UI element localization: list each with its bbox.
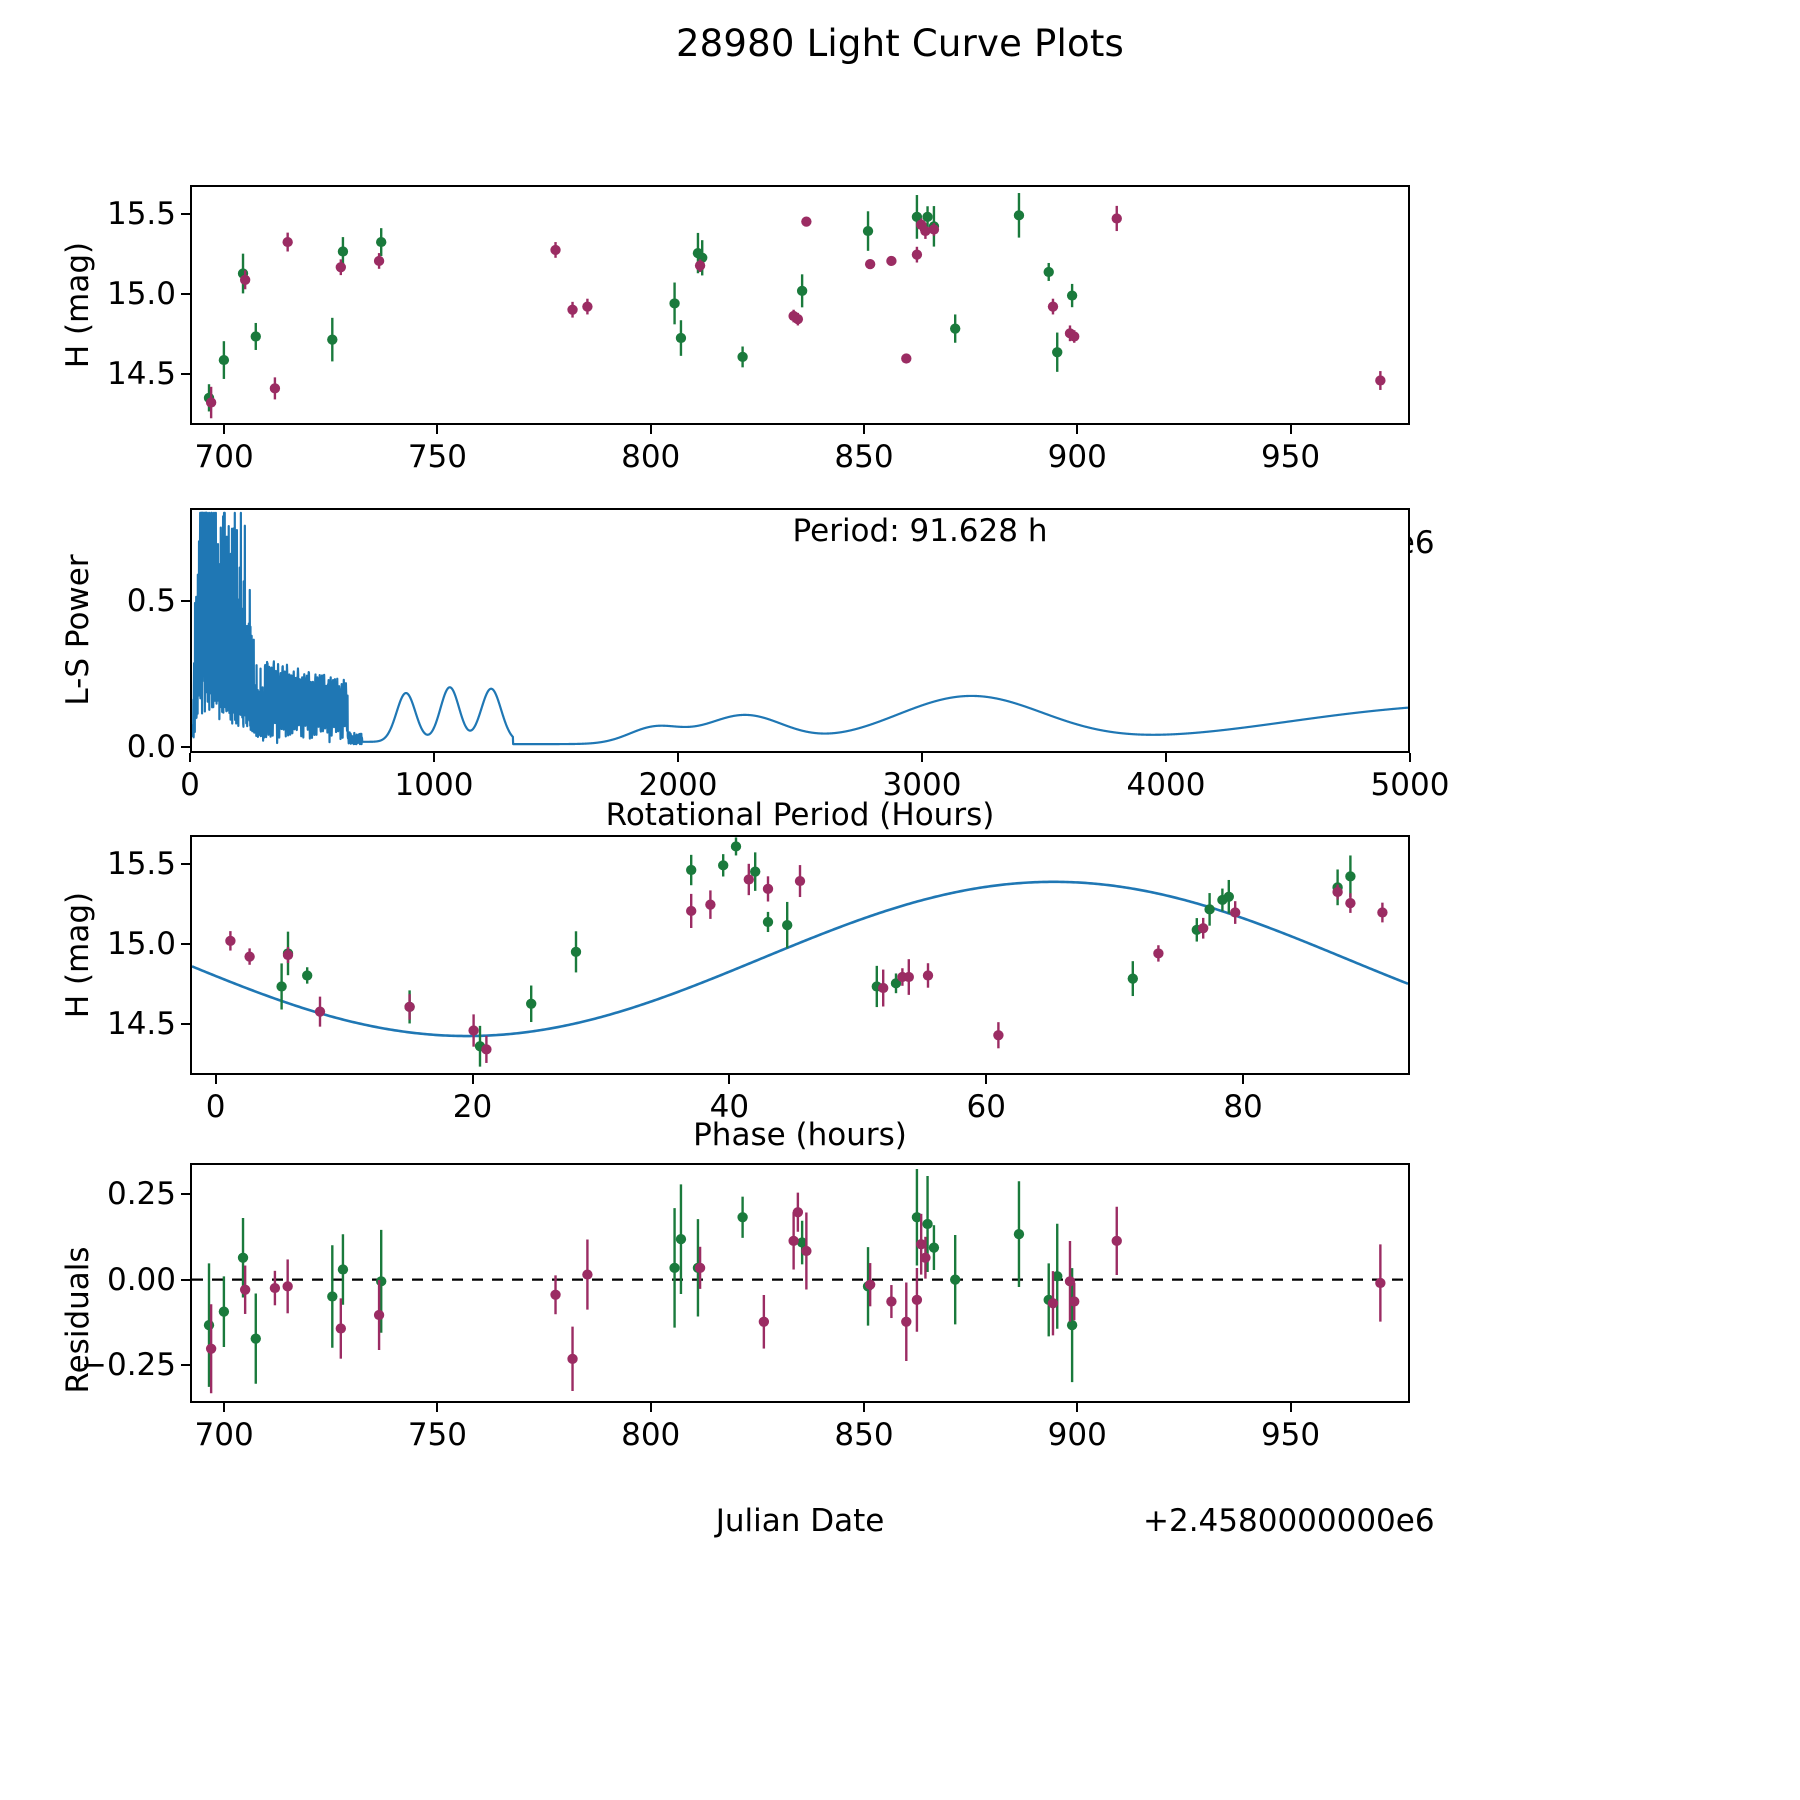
- y-tick: [181, 1278, 190, 1281]
- y-tick: [181, 942, 190, 945]
- x-tick-label: 750: [407, 439, 467, 475]
- x-tick: [862, 425, 865, 434]
- x-tick-label: 800: [621, 439, 681, 475]
- y-tick: [181, 1192, 190, 1195]
- x-tick-label: 3000: [882, 767, 962, 803]
- y-tick-label: 0.25: [106, 1175, 176, 1212]
- x-tick: [649, 425, 652, 434]
- x-tick: [436, 425, 439, 434]
- periodogram-plot-area: [192, 510, 1408, 751]
- y-tick-label: 15.0: [106, 275, 176, 312]
- y-tick: [181, 862, 190, 865]
- y-tick: [181, 600, 190, 603]
- x-tick: [223, 1403, 226, 1412]
- x-tick: [1409, 753, 1411, 762]
- residuals-ylabel: Residuals: [60, 1246, 96, 1394]
- panel-residuals: [190, 1163, 1410, 1403]
- x-tick: [728, 1075, 731, 1084]
- page-title: 28980 Light Curve Plots: [675, 22, 1125, 65]
- x-tick-label: 950: [1260, 439, 1321, 475]
- x-tick-label: 700: [194, 1417, 254, 1453]
- x-tick: [189, 753, 191, 762]
- residuals-plot-area: [192, 1165, 1408, 1401]
- x-tick: [433, 753, 435, 762]
- y-tick: [181, 372, 190, 375]
- y-tick-label: 0.00: [106, 1261, 176, 1298]
- x-tick: [985, 1075, 988, 1084]
- y-tick: [181, 212, 190, 215]
- phase-folded-plot-area: [192, 837, 1408, 1073]
- x-tick: [1076, 1403, 1079, 1412]
- x-tick-label: 0: [205, 1089, 226, 1125]
- x-tick: [223, 425, 226, 434]
- x-tick: [1242, 1075, 1245, 1084]
- x-tick-label: 750: [407, 1417, 467, 1453]
- x-tick-label: 900: [1047, 439, 1107, 475]
- periodogram-ylabel: L-S Power: [60, 554, 96, 706]
- x-tick: [471, 1075, 474, 1084]
- y-tick: [181, 1022, 190, 1025]
- x-tick: [862, 1403, 865, 1412]
- phase-folded-ylabel: H (mag): [60, 891, 96, 1019]
- x-tick-label: 700: [194, 439, 254, 475]
- x-tick-label: 2000: [638, 767, 718, 803]
- light-curve-ylabel: H (mag): [60, 241, 96, 369]
- periodogram-xlabel: Rotational Period (Hours): [605, 797, 995, 833]
- x-tick: [1289, 425, 1292, 434]
- y-tick: [181, 292, 190, 295]
- x-tick: [1076, 425, 1079, 434]
- phase-folded-xlabel: Phase (hours): [693, 1117, 907, 1153]
- y-tick-label: 14.5: [106, 355, 176, 392]
- x-tick: [921, 753, 923, 762]
- x-tick: [677, 753, 679, 762]
- x-tick-label: 0: [180, 767, 200, 803]
- y-tick-label: 14.5: [106, 1005, 176, 1042]
- period-annotation: Period: 91.628 h: [792, 513, 1048, 549]
- x-tick-label: 850: [834, 439, 894, 475]
- x-tick: [214, 1075, 217, 1084]
- light-curve-plot-area: [192, 187, 1408, 423]
- panel-periodogram: [190, 508, 1410, 753]
- x-tick: [436, 1403, 439, 1412]
- x-tick-label: 4000: [1126, 767, 1206, 803]
- y-tick-label: −0.25: [81, 1347, 176, 1384]
- x-tick: [1289, 1403, 1292, 1412]
- residuals-xlabel: Julian Date: [715, 1503, 885, 1539]
- panel-light-curve: [190, 185, 1410, 425]
- y-tick-label: 15.5: [106, 195, 176, 232]
- x-tick-label: 80: [1223, 1089, 1263, 1125]
- panel-phase-folded: [190, 835, 1410, 1075]
- y-tick: [181, 746, 190, 749]
- x-tick-label: 40: [709, 1089, 750, 1125]
- x-tick: [1165, 753, 1167, 762]
- y-tick: [181, 1364, 190, 1367]
- x-tick-label: 5000: [1370, 767, 1450, 803]
- x-tick-label: 20: [452, 1089, 493, 1125]
- x-tick-label: 1000: [394, 767, 474, 803]
- x-tick-label: 850: [834, 1417, 894, 1453]
- y-tick-label: 15.0: [106, 925, 176, 962]
- x-tick-label: 60: [966, 1089, 1006, 1125]
- x-tick-label: 800: [621, 1417, 681, 1453]
- y-tick-label: 0.5: [126, 583, 176, 620]
- x-tick: [649, 1403, 652, 1412]
- y-tick-label: 15.5: [106, 845, 176, 882]
- x-tick-label: 900: [1047, 1417, 1107, 1453]
- x-tick-label: 950: [1260, 1417, 1321, 1453]
- y-tick-label: 0.0: [126, 729, 176, 766]
- residuals-x-offset: +2.4580000000e6: [1143, 1503, 1435, 1539]
